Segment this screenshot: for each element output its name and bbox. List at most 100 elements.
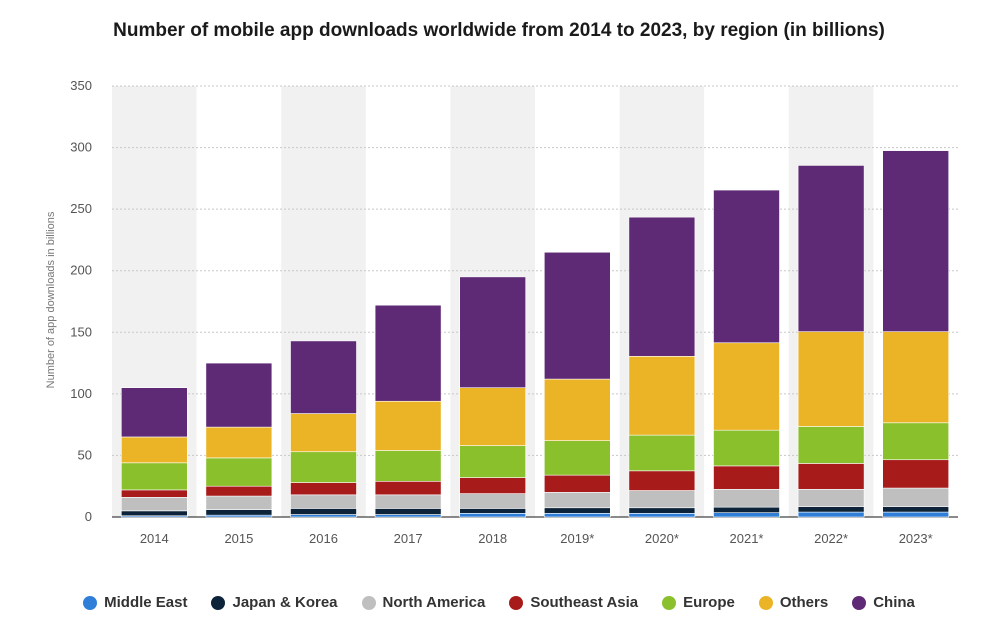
bar-segment[interactable] [797, 165, 865, 332]
legend-label: North America [382, 594, 486, 611]
y-tick-label: 250 [70, 201, 92, 216]
bar-segment[interactable] [543, 507, 611, 514]
y-tick-label: 300 [70, 140, 92, 155]
bar-segment[interactable] [882, 487, 950, 507]
legend-item[interactable]: North America [361, 594, 486, 611]
bar-segment[interactable] [290, 508, 357, 515]
bar-segment[interactable] [713, 189, 780, 344]
bar-segment[interactable] [290, 482, 357, 496]
bar-segment[interactable] [713, 342, 780, 431]
y-tick-label: 200 [70, 263, 92, 278]
legend-item[interactable]: China [852, 594, 915, 611]
bar-segment[interactable] [713, 512, 780, 518]
bar-segment[interactable] [628, 513, 696, 518]
bar-segment[interactable] [713, 465, 780, 490]
legend-swatch [361, 595, 376, 610]
legend-swatch [758, 595, 773, 610]
legend-swatch [852, 595, 867, 610]
bar-segment[interactable] [882, 331, 950, 424]
y-tick-label: 50 [78, 447, 92, 462]
bar-segment[interactable] [882, 506, 950, 513]
x-tick-label: 2021* [730, 531, 764, 546]
legend-item[interactable]: Europe [662, 594, 735, 611]
x-tick-label: 2014 [140, 531, 169, 546]
bar-segment[interactable] [374, 304, 442, 402]
bar-segment[interactable] [121, 510, 188, 517]
bar-segment[interactable] [374, 400, 442, 451]
bar-segment[interactable] [628, 490, 696, 509]
bar-segment[interactable] [713, 488, 780, 508]
bar-segment[interactable] [543, 492, 611, 509]
bar-segment[interactable] [205, 426, 273, 459]
bar-segment[interactable] [882, 459, 950, 489]
bar-segment[interactable] [459, 513, 527, 518]
bar-segment[interactable] [459, 477, 527, 494]
bar-segment[interactable] [797, 511, 865, 518]
bar-segment[interactable] [290, 413, 357, 453]
bar-segment[interactable] [290, 494, 357, 509]
bar-segment[interactable] [459, 387, 527, 446]
legend-item[interactable]: Others [758, 594, 828, 611]
bar-segment[interactable] [797, 506, 865, 513]
bar-segment[interactable] [628, 507, 696, 514]
bar-segment[interactable] [882, 150, 950, 332]
legend-swatch [211, 595, 226, 610]
bar-segment[interactable] [121, 387, 188, 438]
x-tick-label: 2023* [899, 531, 933, 546]
bar-segment[interactable] [205, 362, 273, 428]
y-axis-ticks: 0 50 100 150 200 250 300 350 [70, 78, 92, 524]
bar-segment[interactable] [628, 434, 696, 472]
bar-segment[interactable] [713, 506, 780, 513]
bar-segment[interactable] [374, 450, 442, 482]
bar-segment[interactable] [797, 488, 865, 507]
legend-label: China [873, 594, 915, 611]
bar-segment[interactable] [459, 445, 527, 478]
x-axis-ticks: 2014 2015 2016 2017 2018 2019* 2020* 2021* 2022*… [140, 531, 933, 546]
bar-segment[interactable] [543, 513, 611, 518]
bar-segment[interactable] [797, 426, 865, 464]
bar-segment[interactable] [882, 422, 950, 461]
bar-segment[interactable] [628, 355, 696, 436]
bar-segment[interactable] [713, 429, 780, 467]
bar-segment[interactable] [797, 331, 865, 427]
bar-segment[interactable] [205, 485, 273, 497]
x-tick-label: 2018 [478, 531, 507, 546]
bar-segment[interactable] [205, 495, 273, 510]
bar-segment[interactable] [374, 480, 442, 496]
bar-segment[interactable] [543, 440, 611, 476]
y-tick-label: 150 [70, 324, 92, 339]
bar-segment[interactable] [374, 508, 442, 515]
y-tick-label: 100 [70, 386, 92, 401]
bar-segment[interactable] [459, 276, 527, 389]
bar-segment[interactable] [290, 514, 357, 518]
y-tick-label: 350 [70, 78, 92, 93]
bar-segment[interactable] [374, 494, 442, 509]
legend-label: Japan & Korea [232, 594, 338, 611]
bar-segment[interactable] [459, 508, 527, 514]
legend-item[interactable]: Southeast Asia [509, 594, 638, 611]
bar-segment[interactable] [543, 251, 611, 380]
bar-segment[interactable] [628, 216, 696, 357]
legend-label: Southeast Asia [530, 594, 639, 611]
bar-stacks [121, 150, 950, 518]
bar-segment[interactable] [121, 496, 188, 512]
bar-segment[interactable] [374, 514, 442, 518]
x-tick-label: 2022* [814, 531, 848, 546]
legend-label: Europe [683, 594, 735, 611]
bar-segment[interactable] [121, 462, 188, 491]
bar-segment[interactable] [121, 436, 188, 464]
bar-segment[interactable] [797, 463, 865, 490]
bar-segment[interactable] [290, 340, 357, 414]
legend-item[interactable]: Middle East [83, 594, 187, 611]
bar-segment[interactable] [543, 474, 611, 493]
bar-segment[interactable] [205, 457, 273, 487]
bar-segment[interactable] [290, 451, 357, 483]
bar-segment[interactable] [628, 470, 696, 491]
bar-segment[interactable] [205, 509, 273, 516]
bar-segment[interactable] [459, 493, 527, 509]
legend-item[interactable]: Japan & Korea [211, 594, 338, 611]
bar-segment[interactable] [121, 489, 188, 498]
x-tick-label: 2016 [309, 531, 338, 546]
bar-segment[interactable] [882, 511, 950, 518]
bar-segment[interactable] [543, 378, 611, 441]
